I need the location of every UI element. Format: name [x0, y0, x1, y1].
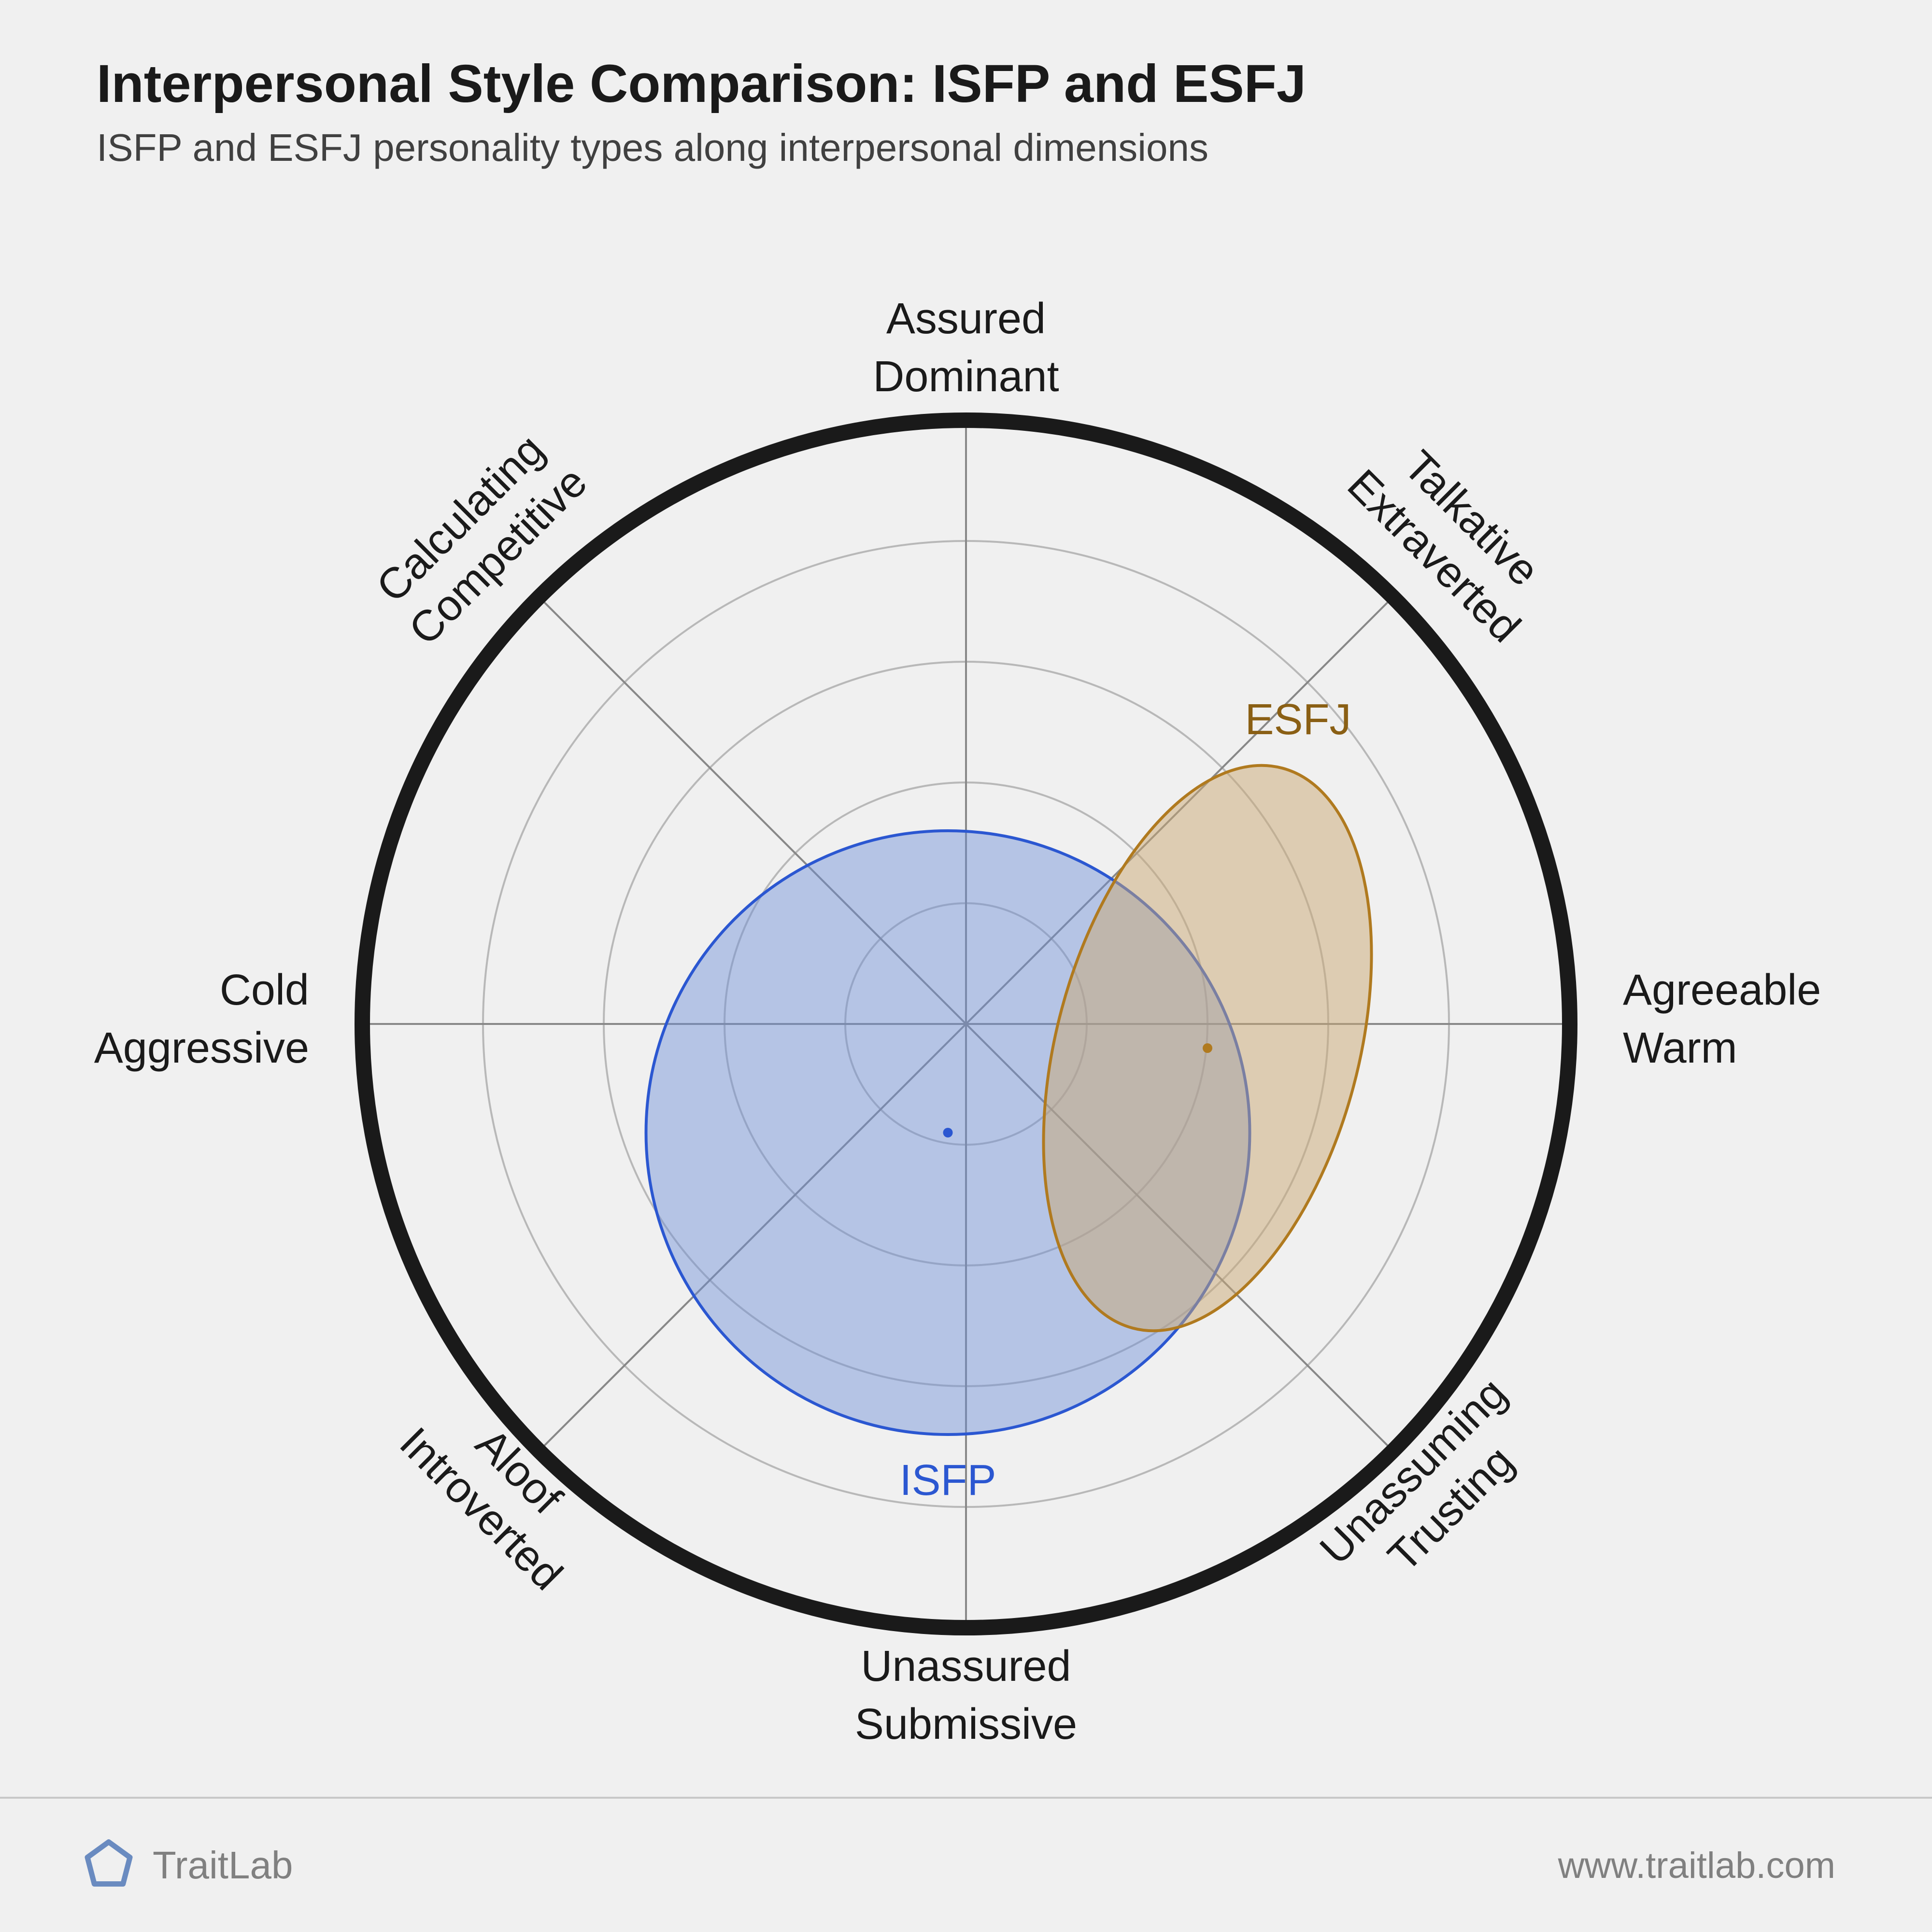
footer-url: www.traitlab.com — [1558, 1845, 1835, 1887]
brand: TraitLab — [82, 1839, 293, 1892]
series-label-esfj: ESFJ — [1245, 696, 1351, 744]
axis-label: Warm — [1623, 1024, 1737, 1072]
circumplex-svg: ISFPESFJAssuredDominantExtravertedTalkat… — [0, 203, 1932, 1797]
chart-title: Interpersonal Style Comparison: ISFP and… — [97, 53, 1306, 114]
axis-label: Assured — [886, 295, 1046, 343]
series-center-dot-isfp — [943, 1128, 953, 1137]
brand-text: TraitLab — [153, 1843, 293, 1888]
series-center-dot-esfj — [1203, 1043, 1212, 1053]
footer: TraitLab www.traitlab.com — [0, 1797, 1932, 1932]
axis-label: Dominant — [873, 353, 1059, 401]
logo-icon — [82, 1839, 135, 1892]
axis-label: Unassured — [861, 1642, 1071, 1690]
axis-label: Cold — [220, 966, 309, 1014]
chart-area: ISFPESFJAssuredDominantExtravertedTalkat… — [0, 203, 1932, 1797]
axis-label: Agreeable — [1623, 966, 1821, 1014]
axis-label: Aggressive — [94, 1024, 309, 1072]
chart-container: Interpersonal Style Comparison: ISFP and… — [0, 0, 1932, 1932]
chart-subtitle: ISFP and ESFJ personality types along in… — [97, 126, 1208, 170]
series-label-isfp: ISFP — [899, 1456, 996, 1505]
axis-label: Submissive — [855, 1700, 1077, 1748]
